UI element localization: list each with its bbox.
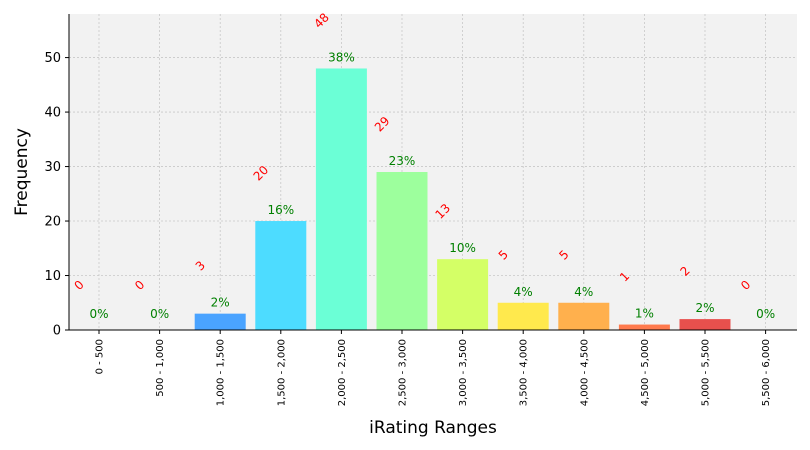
x-tick-label: 500 - 1,000 — [155, 339, 166, 397]
y-tick-label: 50 — [44, 51, 61, 66]
bar — [315, 68, 367, 330]
bar — [376, 172, 428, 330]
bar — [679, 319, 731, 330]
y-tick-label: 30 — [44, 160, 61, 175]
x-tick-label: 5,500 - 6,000 — [761, 339, 772, 406]
x-ticks: 0 - 500 500 - 1,000 1,000 - 1,500 1,500 - 2… — [95, 330, 772, 406]
grid — [69, 14, 797, 331]
x-tick-label: 3,500 - 4,000 — [519, 339, 530, 406]
x-tick-label: 0 - 500 — [95, 339, 106, 374]
bar — [194, 313, 246, 330]
x-tick-label: 5,000 - 5,500 — [701, 339, 712, 406]
y-tick-label: 20 — [44, 215, 61, 230]
percent-label: 2% — [211, 296, 230, 310]
y-tick-label: 0 — [53, 324, 61, 339]
y-tick-label: 40 — [44, 106, 61, 121]
percent-label: 23% — [389, 154, 416, 168]
x-tick-label: 2,000 - 2,500 — [337, 339, 348, 406]
y-axis-label: Frequency — [12, 128, 32, 216]
x-axis-label: iRating Ranges — [369, 418, 497, 438]
x-tick-label: 4,500 - 5,000 — [640, 339, 651, 406]
percent-label: 16% — [267, 203, 294, 217]
bar — [558, 302, 610, 330]
bar — [618, 324, 670, 330]
x-tick-label: 4,000 - 4,500 — [579, 339, 590, 406]
percent-labels: 0% 0% 2% 16% 38% 23% 10% 4% 4% 1% 2% 0% — [89, 50, 775, 321]
percent-label: 4% — [574, 285, 593, 299]
percent-label: 0% — [150, 307, 169, 321]
y-ticks: 0 10 20 30 40 50 — [44, 51, 69, 339]
x-tick-label: 1,000 - 1,500 — [216, 339, 227, 406]
y-tick-label: 10 — [44, 269, 61, 284]
bar — [497, 302, 549, 330]
percent-label: 0% — [756, 307, 775, 321]
bar — [255, 221, 307, 330]
percent-label: 0% — [89, 307, 108, 321]
percent-label: 10% — [449, 241, 476, 255]
plot-area — [69, 14, 797, 330]
x-tick-label: 3,000 - 3,500 — [458, 339, 469, 406]
percent-label: 4% — [514, 285, 533, 299]
x-tick-label: 1,500 - 2,000 — [276, 339, 287, 406]
percent-label: 2% — [695, 301, 714, 315]
x-tick-label: 2,500 - 3,000 — [398, 339, 409, 406]
bar — [437, 259, 489, 330]
percent-label: 1% — [635, 307, 654, 321]
bars — [194, 68, 731, 330]
percent-label: 38% — [328, 50, 355, 64]
